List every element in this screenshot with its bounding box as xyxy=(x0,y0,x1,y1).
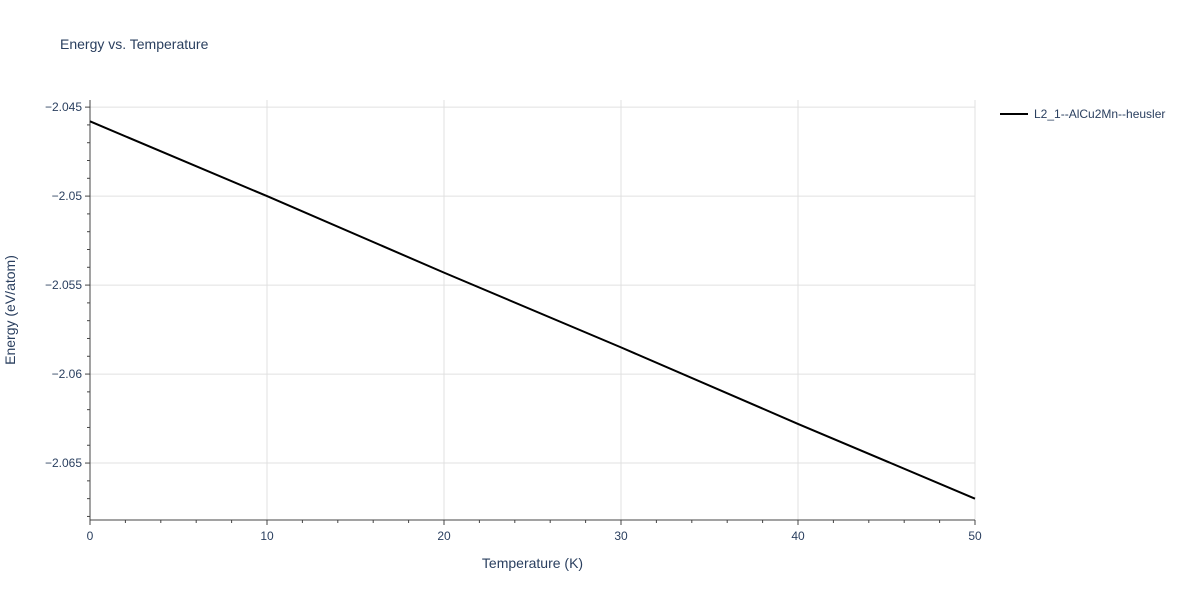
y-axis-title: Energy (eV/atom) xyxy=(2,255,18,365)
x-axis-title: Temperature (K) xyxy=(482,555,583,571)
y-tick-label: −2.055 xyxy=(45,278,82,292)
x-tick-label: 20 xyxy=(437,529,451,543)
series-line[interactable] xyxy=(89,120,976,500)
legend-label: L2_1--AlCu2Mn--heusler xyxy=(1034,107,1165,121)
y-tick-label: −2.045 xyxy=(45,100,82,114)
grid-layer xyxy=(90,100,976,520)
y-tick-label: −2.06 xyxy=(52,367,83,381)
x-tick-label: 30 xyxy=(614,529,628,543)
series-layer xyxy=(89,120,976,500)
axis-layer: 0 10 20 30 40 50 −2.045 −2.05 −2.055 −2.06 −2.065 xyxy=(45,100,982,543)
y-tick-label: −2.065 xyxy=(45,456,82,470)
x-tick-label: 0 xyxy=(87,529,94,543)
x-tick-label: 40 xyxy=(791,529,805,543)
x-tick-label: 10 xyxy=(260,529,274,543)
x-tick-label: 50 xyxy=(968,529,982,543)
chart-title: Energy vs. Temperature xyxy=(60,36,209,52)
legend[interactable]: L2_1--AlCu2Mn--heusler xyxy=(1000,107,1165,121)
y-tick-label: −2.05 xyxy=(52,189,83,203)
